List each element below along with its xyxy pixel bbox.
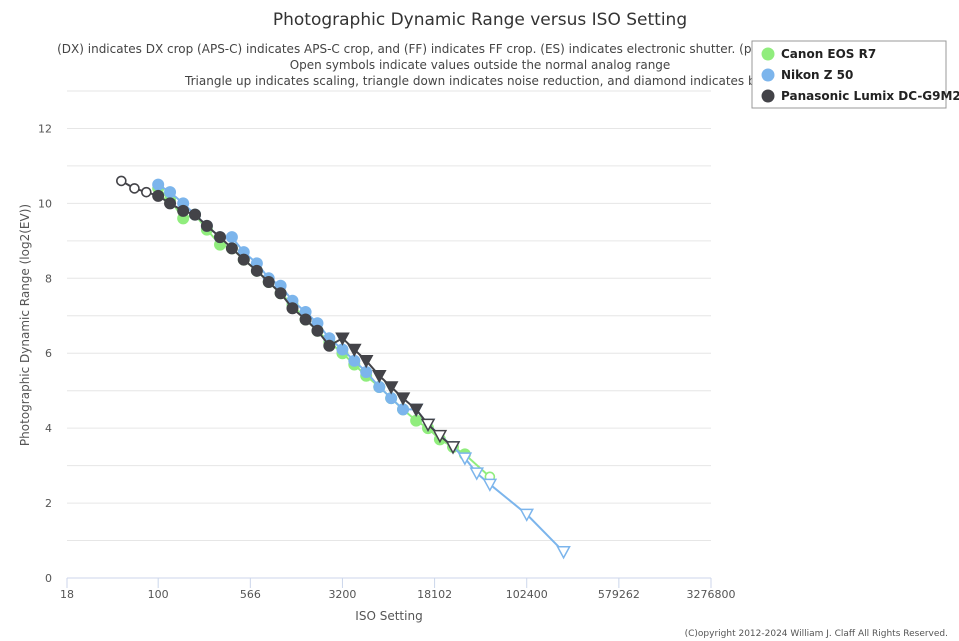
chart-subtitle-line-3: Triangle up indicates scaling, triangle … xyxy=(184,74,763,88)
data-point-triangle xyxy=(347,343,362,358)
data-point-circle xyxy=(299,313,312,326)
x-tick-label: 18 xyxy=(60,588,74,601)
data-point-circle xyxy=(225,242,238,255)
legend-marker xyxy=(761,89,775,103)
series-layer xyxy=(116,175,571,560)
legend-item-label: Nikon Z 50 xyxy=(781,68,853,82)
data-point-triangle xyxy=(457,452,473,466)
x-tick-label: 18102 xyxy=(417,588,452,601)
x-tick-label: 3276800 xyxy=(687,588,736,601)
data-point-circle xyxy=(311,324,324,337)
x-tick-label: 579262 xyxy=(598,588,640,601)
data-point-triangle xyxy=(420,418,436,432)
series-2 xyxy=(116,175,461,455)
x-tick-label: 100 xyxy=(148,588,169,601)
data-point-triangle xyxy=(408,403,424,417)
data-point-triangle xyxy=(445,441,461,455)
x-tick-label: 566 xyxy=(240,588,261,601)
x-tick-label: 102400 xyxy=(506,588,548,601)
y-tick-label: 6 xyxy=(45,347,52,360)
legend-marker xyxy=(761,68,775,82)
legend-box xyxy=(751,40,947,109)
y-tick-label: 12 xyxy=(38,122,52,135)
data-point-triangle xyxy=(556,546,571,560)
y-tick-label: 4 xyxy=(45,422,52,435)
data-point-triangle xyxy=(469,467,485,481)
data-point-triangle xyxy=(432,429,448,444)
data-point-triangle xyxy=(335,332,350,346)
chart-subtitle-line-1: (DX) indicates DX crop (APS-C) indicates… xyxy=(57,42,771,56)
data-point-triangle xyxy=(383,381,399,395)
legend-marker xyxy=(761,47,775,61)
legend-item-label: Panasonic Lumix DC-G9M2 xyxy=(781,89,959,103)
data-point-circle xyxy=(116,175,127,187)
data-point-circle xyxy=(177,204,190,217)
data-point-circle xyxy=(152,189,165,202)
data-point-triangle xyxy=(358,354,374,369)
data-point-circle xyxy=(164,197,177,210)
data-point-circle xyxy=(237,253,250,266)
y-tick-label: 10 xyxy=(38,197,52,210)
y-tick-label: 8 xyxy=(45,272,52,285)
chart-title: Photographic Dynamic Range versus ISO Se… xyxy=(273,10,687,30)
legend: Canon EOS R7 Nikon Z 50 Panasonic Lumix DC… xyxy=(751,40,959,109)
data-point-circle xyxy=(214,231,227,244)
data-point-circle xyxy=(323,339,336,352)
copyright-credit: (C)opyright 2012-2024 William J. Claff A… xyxy=(685,629,948,639)
data-point-triangle xyxy=(482,478,498,492)
data-point-circle xyxy=(152,178,165,191)
data-point-circle xyxy=(129,183,140,194)
grid-layer xyxy=(67,90,711,542)
data-point-triangle xyxy=(372,369,387,384)
data-point-circle xyxy=(274,287,287,300)
chart-subtitle-line-2: Open symbols indicate values outside the… xyxy=(290,58,671,72)
data-point-circle xyxy=(225,231,238,244)
data-point-circle xyxy=(189,208,202,221)
legend-item-label: Canon EOS R7 xyxy=(781,47,876,61)
x-axis-title: ISO Setting xyxy=(355,609,422,623)
data-point-triangle xyxy=(395,392,411,406)
data-point-circle xyxy=(141,186,152,198)
x-tick-label: 3200 xyxy=(328,588,356,601)
axis-layer: 0 2 4 6 8 10 12 18 100 566 3200 18102 102400 579262 32… xyxy=(38,122,736,601)
data-point-triangle xyxy=(519,508,534,522)
data-point-circle xyxy=(250,264,263,277)
data-point-circle xyxy=(286,302,299,315)
y-axis-title: Photographic Dynamic Range (log2(EV)) xyxy=(18,204,32,446)
y-tick-label: 2 xyxy=(45,497,52,510)
data-point-circle xyxy=(200,219,213,232)
y-tick-label: 0 xyxy=(45,572,52,585)
data-point-circle xyxy=(164,186,177,199)
data-point-circle xyxy=(262,276,275,289)
